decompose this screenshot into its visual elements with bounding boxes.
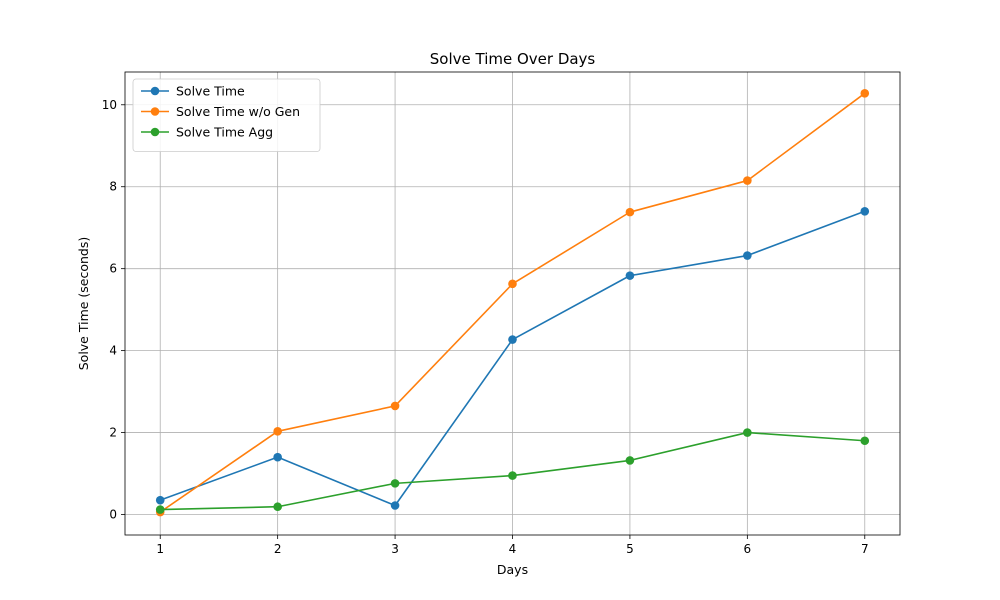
data-point-solve-time-agg — [508, 471, 517, 480]
legend-swatch-marker — [150, 86, 160, 96]
x-axis-label: Days — [497, 562, 528, 577]
legend: Solve Time Solve Time w/o Gen Solve Time A… — [132, 78, 321, 152]
legend-label: Solve Time w/o Gen — [176, 104, 300, 119]
x-tick-label: 2 — [274, 542, 282, 556]
data-point-solve-time-agg — [390, 479, 400, 488]
data-point-solve-time — [390, 501, 400, 510]
data-point-solve-time — [273, 452, 282, 462]
legend-swatch-marker — [150, 127, 160, 137]
y-axis-label: Solve Time (seconds) — [76, 237, 91, 371]
grid — [125, 72, 900, 535]
series-layer — [155, 89, 870, 517]
data-point-solve-time-w-o-gen — [508, 279, 517, 289]
ticks: 1 2 3 4 5 6 7 0 2 4 6 8 10 — [102, 98, 869, 556]
legend-item-solve-time-agg: Solve Time Agg — [141, 125, 273, 140]
x-tick-label: 3 — [391, 542, 399, 556]
legend-label: Solve Time — [176, 84, 245, 99]
y-tick-label: 4 — [109, 344, 117, 358]
chart-title: Solve Time Over Days — [430, 50, 596, 68]
data-point-solve-time-w-o-gen — [273, 427, 282, 436]
data-point-solve-time-w-o-gen — [860, 89, 870, 98]
y-tick-label: 10 — [102, 98, 117, 112]
y-tick-label: 0 — [109, 508, 117, 522]
data-point-solve-time — [625, 271, 635, 280]
data-point-solve-time-w-o-gen — [625, 207, 635, 217]
legend-label: Solve Time Agg — [176, 125, 273, 140]
series-solve-time — [155, 207, 870, 510]
data-point-solve-time-w-o-gen — [743, 176, 752, 185]
y-tick-label: 6 — [109, 262, 117, 276]
legend-swatch-marker — [150, 107, 160, 116]
x-tick-label: 6 — [744, 542, 752, 556]
data-point-solve-time-agg — [155, 505, 165, 514]
x-tick-label: 7 — [861, 542, 869, 556]
data-point-solve-time-agg — [743, 428, 752, 437]
x-tick-label: 4 — [509, 542, 517, 556]
series-solve-time-agg — [155, 428, 870, 514]
y-tick-label: 8 — [109, 180, 117, 194]
y-tick-label: 2 — [109, 426, 117, 440]
data-point-solve-time-agg — [273, 502, 282, 512]
legend-item-solve-time-w-o-gen: Solve Time w/o Gen — [141, 104, 300, 119]
data-point-solve-time — [155, 495, 165, 505]
legend-box — [132, 78, 321, 152]
x-tick-label: 5 — [626, 542, 634, 556]
data-point-solve-time-agg — [860, 436, 870, 446]
legend-item-solve-time: Solve Time — [141, 84, 245, 99]
data-point-solve-time-agg — [625, 456, 635, 465]
x-tick-label: 1 — [156, 542, 164, 556]
data-point-solve-time — [508, 335, 517, 344]
data-point-solve-time — [743, 251, 752, 260]
data-point-solve-time — [860, 207, 870, 216]
data-point-solve-time-w-o-gen — [390, 401, 400, 411]
